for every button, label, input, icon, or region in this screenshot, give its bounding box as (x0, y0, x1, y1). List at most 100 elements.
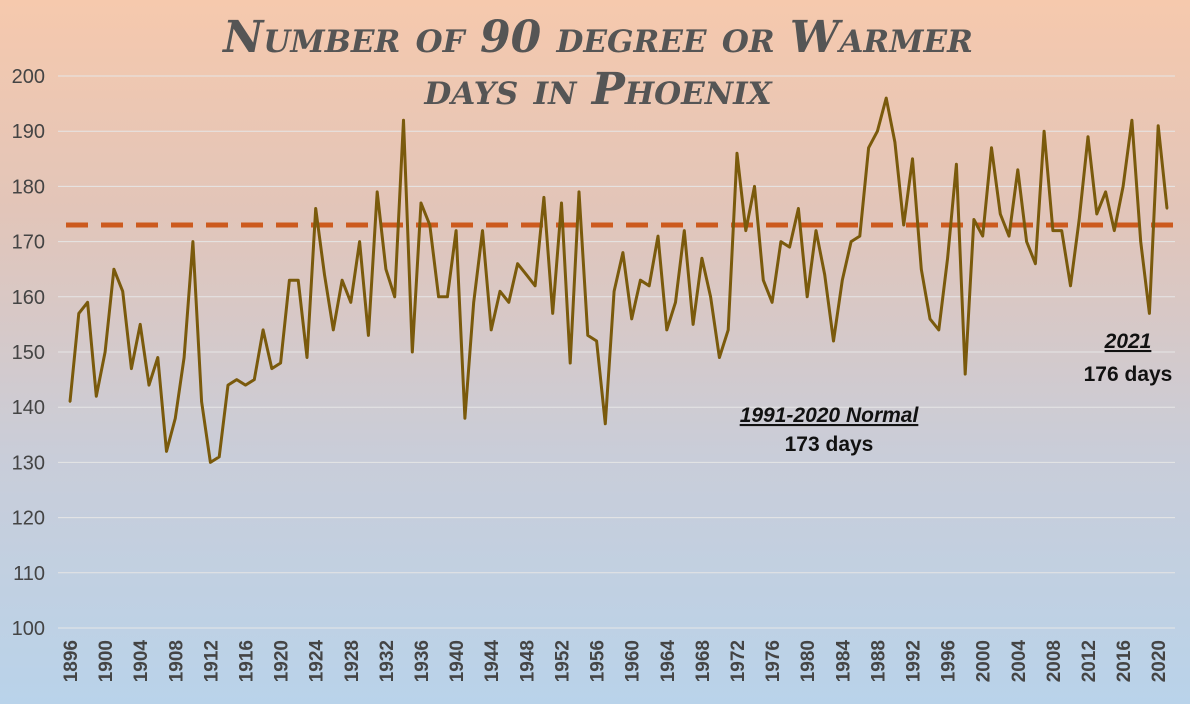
data-point (191, 240, 195, 243)
data-point (1025, 240, 1028, 243)
x-tick-label: 1940 (447, 640, 468, 682)
y-tick-label: 120 (12, 508, 45, 530)
data-point (288, 279, 291, 282)
data-point (103, 350, 107, 354)
data-point (375, 190, 379, 194)
data-point (1016, 168, 1020, 172)
data-point (604, 422, 607, 425)
x-tick-label: 1936 (412, 640, 433, 682)
data-point (718, 356, 721, 359)
data-point (261, 328, 265, 332)
normal-annotation-heading: 1991-2020 Normal (740, 404, 920, 427)
x-tick-label: 1960 (623, 640, 644, 682)
y-tick-label: 110 (13, 563, 45, 585)
data-point (788, 245, 791, 249)
y-tick-label: 190 (12, 121, 45, 143)
data-point (1157, 124, 1160, 127)
y-tick-label: 100 (12, 618, 45, 640)
data-point (665, 328, 668, 332)
latest-annotation-text: 176 days (1084, 363, 1173, 386)
data-point (858, 234, 862, 238)
data-point (384, 268, 388, 271)
data-point (68, 400, 72, 403)
data-point (112, 268, 116, 271)
data-point (305, 356, 309, 359)
data-point (621, 251, 625, 254)
data-point (630, 317, 633, 321)
data-point (832, 339, 835, 343)
data-point (797, 207, 800, 210)
data-point (876, 130, 879, 133)
data-point (884, 96, 888, 100)
data-point (1095, 212, 1098, 216)
data-point (727, 328, 730, 332)
data-point (235, 378, 238, 381)
y-tick-label: 150 (12, 342, 45, 364)
data-point (542, 196, 546, 199)
data-point (691, 323, 695, 326)
data-point (911, 157, 914, 160)
x-tick-label: 1896 (61, 640, 82, 682)
data-point (165, 450, 168, 453)
y-axis-ticks: 100 110 120 130 140 150 160 170 180 190 200 (12, 66, 45, 640)
data-point (753, 185, 756, 188)
data-point (174, 417, 177, 420)
data-point (586, 334, 589, 337)
data-point (1042, 130, 1046, 133)
data-point (674, 301, 677, 304)
data-point (472, 301, 475, 304)
data-point (999, 212, 1002, 216)
data-point (1078, 218, 1081, 221)
data-point (279, 361, 282, 365)
data-point (402, 118, 405, 122)
x-tick-label: 1916 (237, 640, 258, 682)
x-tick-label: 1952 (552, 640, 573, 682)
data-point (569, 361, 572, 365)
data-point (314, 207, 317, 210)
y-tick-label: 200 (12, 66, 45, 88)
x-tick-label: 1928 (342, 640, 363, 682)
gridlines (58, 75, 1175, 629)
data-point (209, 461, 212, 464)
data-point (1034, 262, 1037, 265)
data-point (893, 141, 897, 144)
series-layer (68, 96, 1169, 464)
data-point (349, 301, 353, 304)
data-point (296, 279, 300, 282)
data-point (779, 240, 783, 243)
data-point (937, 328, 941, 332)
data-point (920, 268, 923, 271)
data-point (639, 279, 642, 282)
x-tick-label: 2008 (1044, 640, 1065, 682)
x-tick-label: 2016 (1114, 640, 1135, 682)
data-point (963, 372, 967, 376)
x-tick-label: 1944 (482, 640, 503, 683)
data-point (182, 356, 186, 359)
data-point (446, 295, 449, 298)
x-tick-label: 1920 (272, 640, 293, 682)
data-point (411, 350, 414, 354)
data-point (928, 317, 932, 321)
x-tick-label: 1980 (798, 640, 819, 682)
y-tick-label: 140 (12, 397, 45, 419)
x-tick-label: 2004 (1009, 640, 1030, 683)
data-point (744, 229, 747, 232)
data-point (849, 240, 853, 243)
data-point (253, 378, 256, 381)
data-point (332, 328, 335, 332)
data-point (516, 262, 519, 265)
x-tick-label: 1956 (588, 640, 609, 682)
data-point (577, 190, 581, 194)
x-tick-label: 1924 (307, 640, 328, 683)
data-point (612, 290, 616, 293)
data-point (867, 146, 870, 149)
data-point (156, 356, 159, 359)
data-point (972, 218, 976, 221)
x-tick-label: 1904 (131, 640, 152, 683)
data-point (226, 383, 230, 387)
data-point (525, 273, 528, 276)
data-point (463, 417, 467, 420)
data-point (367, 334, 370, 337)
data-point (595, 339, 598, 343)
data-point (428, 223, 432, 227)
